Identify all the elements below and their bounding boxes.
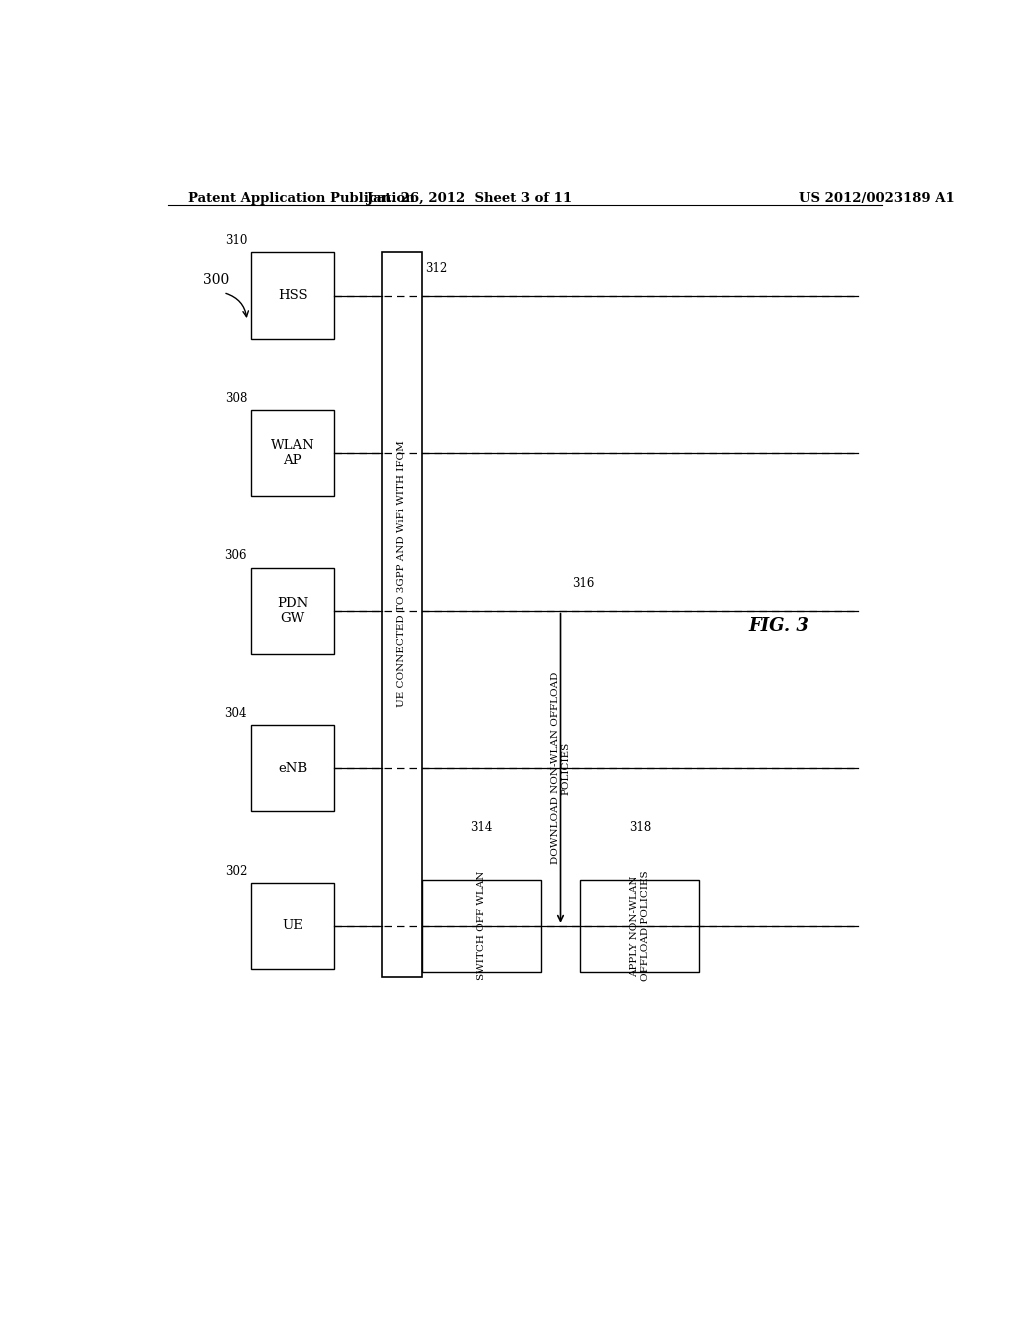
Text: DOWNLOAD NON-WLAN OFFLOAD
POLICIES: DOWNLOAD NON-WLAN OFFLOAD POLICIES xyxy=(551,672,570,865)
Text: SWITCH OFF WLAN: SWITCH OFF WLAN xyxy=(476,871,485,981)
Text: 318: 318 xyxy=(629,821,651,834)
Text: 314: 314 xyxy=(470,821,493,834)
Text: FIG. 3: FIG. 3 xyxy=(749,616,809,635)
Text: UE CONNECTED TO 3GPP AND WiFi WITH IFOM: UE CONNECTED TO 3GPP AND WiFi WITH IFOM xyxy=(397,441,407,708)
Text: UE: UE xyxy=(283,919,303,932)
Text: 300: 300 xyxy=(204,273,229,288)
Text: 310: 310 xyxy=(224,235,247,247)
Text: PDN
GW: PDN GW xyxy=(278,597,308,624)
Text: eNB: eNB xyxy=(279,762,307,775)
Text: US 2012/0023189 A1: US 2012/0023189 A1 xyxy=(799,191,954,205)
Text: Jan. 26, 2012  Sheet 3 of 11: Jan. 26, 2012 Sheet 3 of 11 xyxy=(367,191,571,205)
Bar xyxy=(382,252,422,977)
Bar xyxy=(581,880,699,972)
Bar xyxy=(251,568,334,653)
Text: 308: 308 xyxy=(224,392,247,405)
Text: 312: 312 xyxy=(426,263,447,275)
Text: WLAN
AP: WLAN AP xyxy=(270,440,314,467)
Bar xyxy=(251,883,334,969)
Text: 304: 304 xyxy=(224,708,247,719)
Text: APPLY NON-WLAN
OFFLOAD POLICIES: APPLY NON-WLAN OFFLOAD POLICIES xyxy=(630,870,649,981)
Text: 316: 316 xyxy=(572,577,595,590)
Bar xyxy=(422,880,541,972)
Text: Patent Application Publication: Patent Application Publication xyxy=(187,191,415,205)
Bar xyxy=(251,725,334,812)
Text: 306: 306 xyxy=(224,549,247,562)
Bar xyxy=(251,252,334,339)
Bar xyxy=(251,411,334,496)
Text: HSS: HSS xyxy=(278,289,307,302)
Text: 302: 302 xyxy=(224,865,247,878)
